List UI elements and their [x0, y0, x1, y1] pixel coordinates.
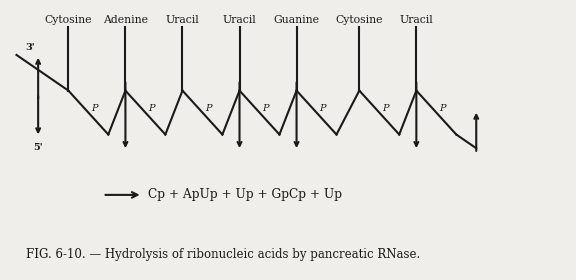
Text: Uracil: Uracil	[400, 15, 433, 25]
Text: 3': 3'	[25, 43, 35, 52]
Text: P: P	[148, 104, 155, 113]
Text: P: P	[262, 104, 269, 113]
Text: Adenine: Adenine	[103, 15, 148, 25]
Text: Cytosine: Cytosine	[44, 15, 92, 25]
Text: P: P	[319, 104, 326, 113]
Text: FIG. 6-10. — Hydrolysis of ribonucleic acids by pancreatic RNase.: FIG. 6-10. — Hydrolysis of ribonucleic a…	[25, 248, 420, 261]
Text: P: P	[205, 104, 212, 113]
Text: Uracil: Uracil	[165, 15, 199, 25]
Text: Guanine: Guanine	[274, 15, 320, 25]
Text: P: P	[439, 104, 446, 113]
Text: Uracil: Uracil	[223, 15, 256, 25]
Text: 5': 5'	[33, 143, 43, 152]
Text: P: P	[382, 104, 389, 113]
Text: Cp + ApUp + Up + GpCp + Up: Cp + ApUp + Up + GpCp + Up	[148, 188, 342, 201]
Text: P: P	[91, 104, 98, 113]
Text: Cytosine: Cytosine	[336, 15, 383, 25]
